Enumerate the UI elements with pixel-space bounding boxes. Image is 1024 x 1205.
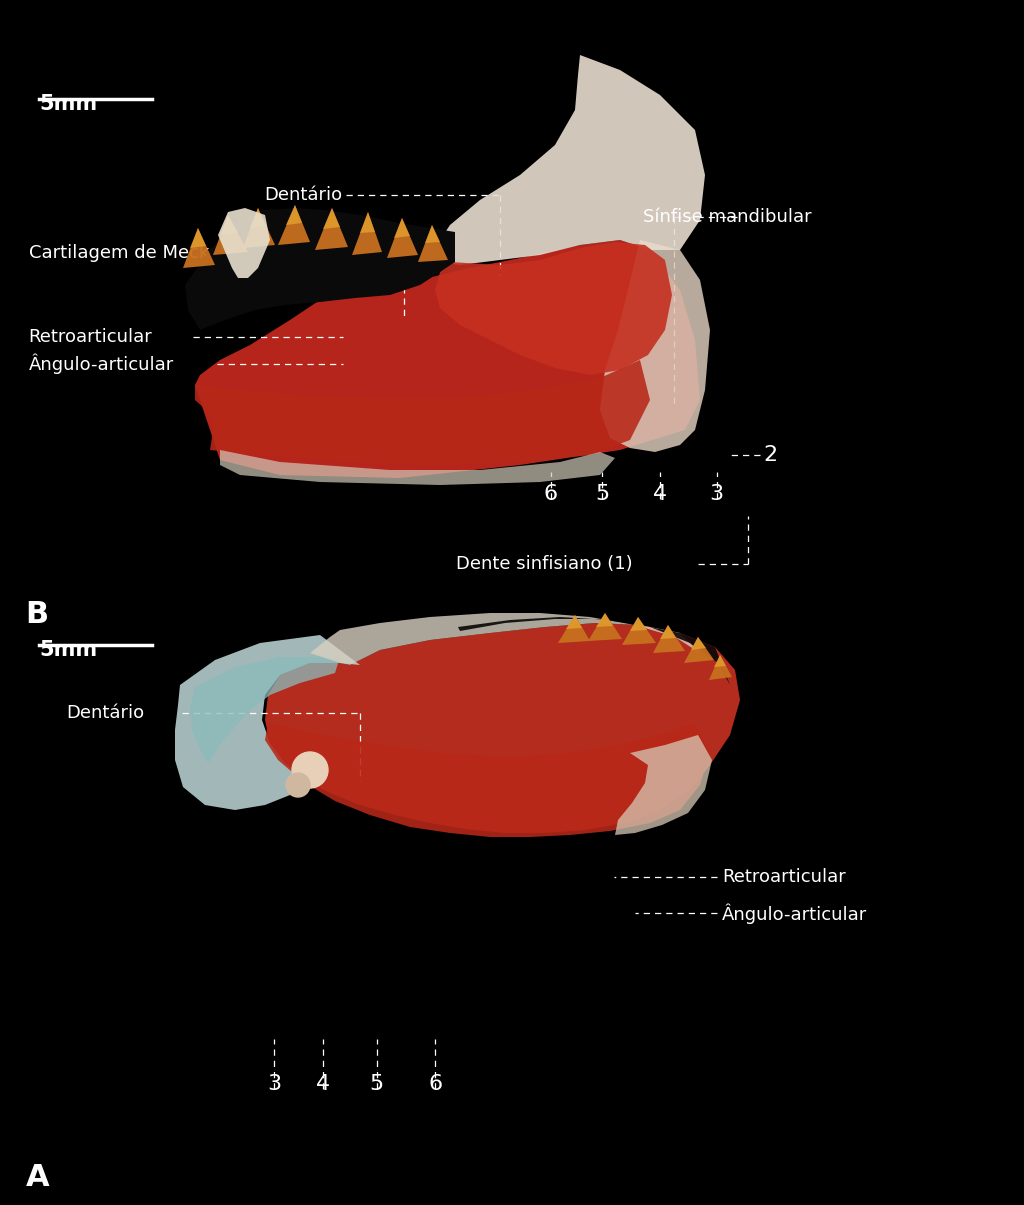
Text: Cartilagem de Meckel: Cartilagem de Meckel — [29, 245, 224, 261]
Text: 4: 4 — [315, 1074, 330, 1094]
Polygon shape — [315, 208, 348, 249]
Text: A: A — [26, 1163, 49, 1192]
Polygon shape — [195, 360, 650, 465]
Polygon shape — [458, 617, 730, 684]
Text: Ângulo-articular: Ângulo-articular — [722, 903, 867, 924]
Circle shape — [292, 752, 328, 788]
Polygon shape — [430, 55, 705, 265]
Text: 6: 6 — [544, 483, 558, 504]
Polygon shape — [714, 656, 726, 668]
Text: 3: 3 — [267, 1074, 282, 1094]
Polygon shape — [684, 637, 714, 663]
Polygon shape — [218, 208, 270, 278]
Text: 5: 5 — [595, 483, 609, 504]
Polygon shape — [435, 242, 672, 375]
Polygon shape — [220, 214, 238, 235]
Text: Dente sinfisiano (1): Dente sinfisiano (1) — [456, 556, 632, 572]
Text: 3: 3 — [710, 483, 724, 504]
Polygon shape — [418, 225, 449, 261]
Polygon shape — [190, 657, 340, 763]
Text: 5mm: 5mm — [39, 94, 97, 114]
Polygon shape — [213, 214, 248, 255]
Circle shape — [286, 772, 310, 797]
Text: Ângulo-articular: Ângulo-articular — [29, 353, 174, 375]
Text: 2: 2 — [763, 446, 777, 465]
Polygon shape — [425, 225, 440, 243]
Text: Dentário: Dentário — [67, 705, 144, 722]
Polygon shape — [615, 735, 712, 835]
Polygon shape — [691, 637, 706, 649]
Text: Retroarticular: Retroarticular — [29, 329, 153, 346]
Polygon shape — [265, 623, 740, 833]
Polygon shape — [653, 625, 685, 653]
Text: 5: 5 — [370, 1074, 384, 1094]
Text: 4: 4 — [653, 483, 668, 504]
Polygon shape — [566, 615, 582, 629]
Polygon shape — [310, 613, 700, 665]
Text: 6: 6 — [428, 1074, 442, 1094]
Polygon shape — [265, 723, 710, 837]
Text: 5mm: 5mm — [39, 640, 97, 660]
Polygon shape — [175, 635, 360, 810]
Polygon shape — [660, 625, 676, 639]
Polygon shape — [323, 208, 340, 229]
Polygon shape — [190, 228, 206, 248]
Polygon shape — [220, 449, 615, 484]
Polygon shape — [278, 205, 310, 245]
Text: Retroarticular: Retroarticular — [722, 869, 846, 886]
Polygon shape — [360, 212, 375, 233]
Text: Sínfise mandibular: Sínfise mandibular — [643, 208, 812, 225]
Polygon shape — [709, 656, 732, 680]
Polygon shape — [394, 218, 410, 239]
Polygon shape — [387, 218, 418, 258]
Polygon shape — [600, 240, 710, 452]
Polygon shape — [286, 205, 302, 225]
Polygon shape — [352, 212, 382, 255]
Polygon shape — [588, 613, 622, 641]
Polygon shape — [183, 228, 215, 268]
Polygon shape — [250, 208, 266, 228]
Polygon shape — [630, 617, 647, 631]
Polygon shape — [243, 208, 275, 248]
Polygon shape — [596, 613, 613, 627]
Text: Dentário: Dentário — [264, 187, 342, 204]
Polygon shape — [622, 617, 656, 645]
Polygon shape — [195, 240, 700, 478]
Polygon shape — [558, 615, 590, 643]
Text: B: B — [26, 600, 49, 629]
Polygon shape — [185, 208, 455, 330]
